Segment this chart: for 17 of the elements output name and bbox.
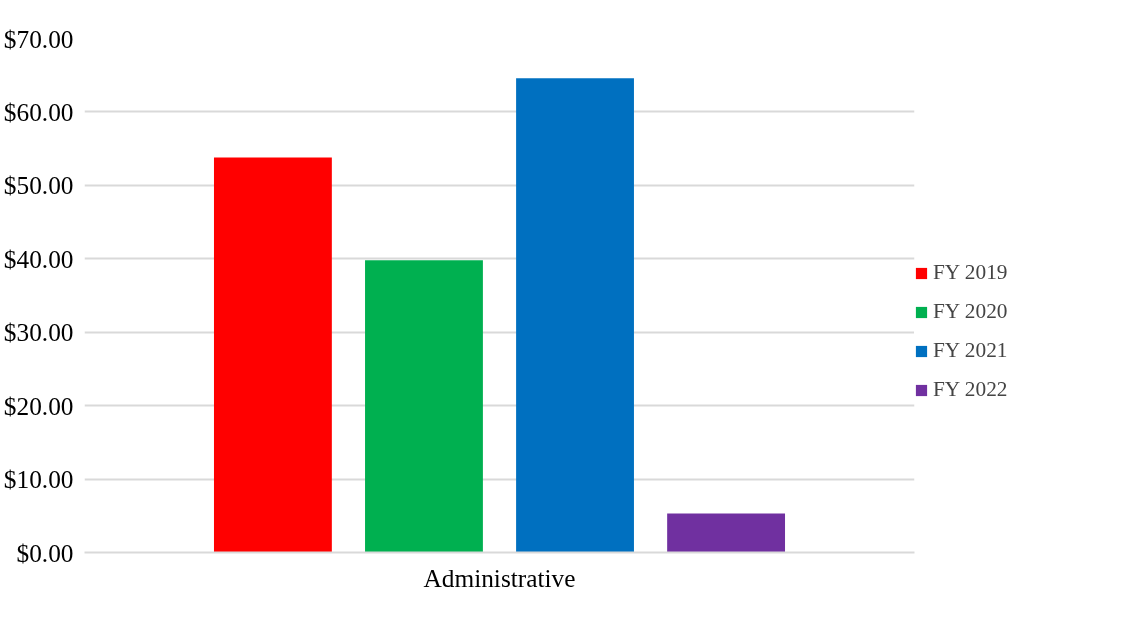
legend-label: FY 2022 bbox=[933, 377, 1008, 402]
y-tick-label: $10.00 bbox=[3, 465, 74, 494]
legend-label: FY 2021 bbox=[933, 338, 1008, 363]
y-tick-label: $30.00 bbox=[3, 318, 74, 347]
y-tick-label: $60.00 bbox=[3, 97, 74, 126]
y-tick-label: $50.00 bbox=[3, 171, 74, 200]
bar bbox=[516, 78, 634, 553]
y-tick-label: $70.00 bbox=[3, 24, 74, 53]
bar bbox=[667, 513, 786, 553]
y-tick-label: $0.00 bbox=[16, 538, 74, 567]
bar bbox=[365, 260, 483, 553]
y-tick-label: $40.00 bbox=[3, 244, 74, 273]
y-tick-label: $20.00 bbox=[3, 391, 74, 420]
x-tick-label: Administrative bbox=[423, 563, 576, 592]
legend-label: FY 2020 bbox=[933, 299, 1008, 324]
legend-label: FY 2019 bbox=[933, 260, 1008, 285]
bar bbox=[213, 157, 332, 553]
